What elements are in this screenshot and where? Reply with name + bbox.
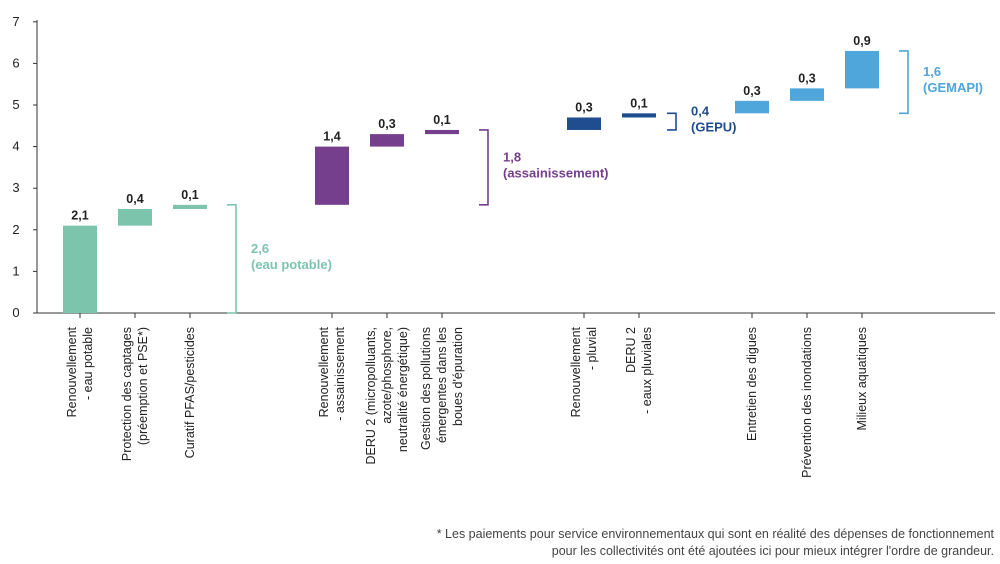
category-label-line: Gestion des pollutions xyxy=(419,327,433,450)
bar xyxy=(425,129,459,135)
category-label-line: Curatif PFAS/pesticides xyxy=(183,327,197,458)
y-tick-label: 2 xyxy=(12,222,19,237)
category-label-line: Protection des captages xyxy=(120,327,134,461)
category-label-line: Renouvellement xyxy=(317,326,331,417)
footnote-line-1: * Les paiements pour service environneme… xyxy=(436,527,994,541)
bar xyxy=(315,146,349,205)
category-label-line: - eaux pluviales xyxy=(640,327,654,414)
y-tick-label: 6 xyxy=(12,55,19,70)
value-labels-layer: 2,1 0,4 0,1 1,4 0,3 0,1 0,3 0,1 0,3 0,3 0,9 xyxy=(71,34,870,223)
category-label: DERU 2- eaux pluviales xyxy=(624,327,654,414)
category-label: Renouvellement - eau potable xyxy=(65,326,95,417)
category-label-line: Prévention des inondations xyxy=(800,327,814,478)
group-total-label: (GEPU) xyxy=(691,120,737,135)
group-total-label: (GEMAPI) xyxy=(923,80,983,95)
bar xyxy=(622,113,656,118)
group-total-label: (eau potable) xyxy=(251,257,332,272)
category-label-line: Renouvellement xyxy=(569,326,583,417)
bar-value-label: 0,9 xyxy=(853,34,870,48)
category-label-line: DERU 2 xyxy=(624,327,638,373)
category-label: Curatif PFAS/pesticides xyxy=(183,327,197,458)
bar-value-label: 0,3 xyxy=(743,84,760,98)
category-label-line: boues d'épuration xyxy=(451,327,465,426)
group-bracket xyxy=(479,129,489,206)
category-label: Prévention des inondations xyxy=(800,327,814,478)
y-tick-label: 4 xyxy=(12,139,19,154)
footnote-line-2: pour les collectivités ont été ajoutées … xyxy=(551,544,994,558)
bar-value-label: 0,3 xyxy=(378,117,395,131)
bar xyxy=(63,225,97,313)
bar-value-label: 0,4 xyxy=(126,192,143,206)
category-label-line: émergentes dans les xyxy=(435,327,449,443)
group-total-label: 2,6 xyxy=(251,241,269,256)
category-label-line: (préemption et PSE*) xyxy=(136,327,150,445)
bar-value-label: 0,1 xyxy=(181,188,198,202)
bar xyxy=(790,88,824,101)
bar-value-label: 2,1 xyxy=(71,209,88,223)
category-label-line: - assainissement xyxy=(333,326,347,420)
group-total-label: (assainissement) xyxy=(503,165,609,180)
category-label: Entretien des digues xyxy=(745,327,759,441)
bar-value-label: 0,1 xyxy=(630,96,647,110)
group-bracket xyxy=(227,204,237,314)
y-tick-label: 5 xyxy=(12,97,19,112)
category-label: DERU 2 (micropolluants, azote/phosphore, n… xyxy=(364,327,410,465)
category-label: Gestion des pollutions émergentes dans le… xyxy=(419,327,465,450)
footnote: * Les paiements pour service environneme… xyxy=(234,526,994,560)
bar-value-label: 0,3 xyxy=(575,100,592,114)
category-label-line: Renouvellement xyxy=(65,326,79,417)
bar xyxy=(567,117,601,130)
category-label-line: - pluvial xyxy=(585,327,599,370)
y-tick-label: 7 xyxy=(12,14,19,29)
category-label-line: azote/phosphore, xyxy=(380,327,394,424)
group-brackets-layer: 2,6(eau potable)1,8(assainissement)0,4(G… xyxy=(227,50,983,314)
category-labels-layer: Renouvellement - eau potable Protection de… xyxy=(65,313,869,478)
category-label-line: Entretien des digues xyxy=(745,327,759,441)
category-label-line: Milieux aquatiques xyxy=(855,327,869,431)
category-label: Milieux aquatiques xyxy=(855,327,869,431)
bar-value-label: 0,1 xyxy=(433,113,450,127)
bars-layer xyxy=(63,50,879,313)
bar xyxy=(370,134,404,147)
category-label-line: neutralité énergétique) xyxy=(396,327,410,452)
bar-value-label: 0,3 xyxy=(798,71,815,85)
bar xyxy=(735,100,769,114)
category-label-line: - eau potable xyxy=(81,327,95,400)
group-bracket xyxy=(667,112,677,131)
bar-value-label: 1,4 xyxy=(323,130,340,144)
y-tick-label: 1 xyxy=(12,263,19,278)
category-label-line: DERU 2 (micropolluants, xyxy=(364,327,378,465)
category-label: Renouvellement - pluvial xyxy=(569,326,599,417)
bar xyxy=(118,209,152,226)
group-total-label: 1,8 xyxy=(503,149,521,164)
group-total-label: 1,6 xyxy=(923,64,941,79)
group-total-label: 0,4 xyxy=(691,104,710,119)
group-bracket xyxy=(899,50,909,115)
bar xyxy=(845,50,879,89)
y-tick-label: 0 xyxy=(12,305,19,320)
bar xyxy=(173,204,207,209)
axis-layer: 0 1 2 3 4 5 6 7 xyxy=(12,14,995,320)
y-tick-label: 3 xyxy=(12,180,19,195)
category-label: Renouvellement - assainissement xyxy=(317,326,347,420)
category-label: Protection des captages (préemption et PS… xyxy=(120,327,150,461)
